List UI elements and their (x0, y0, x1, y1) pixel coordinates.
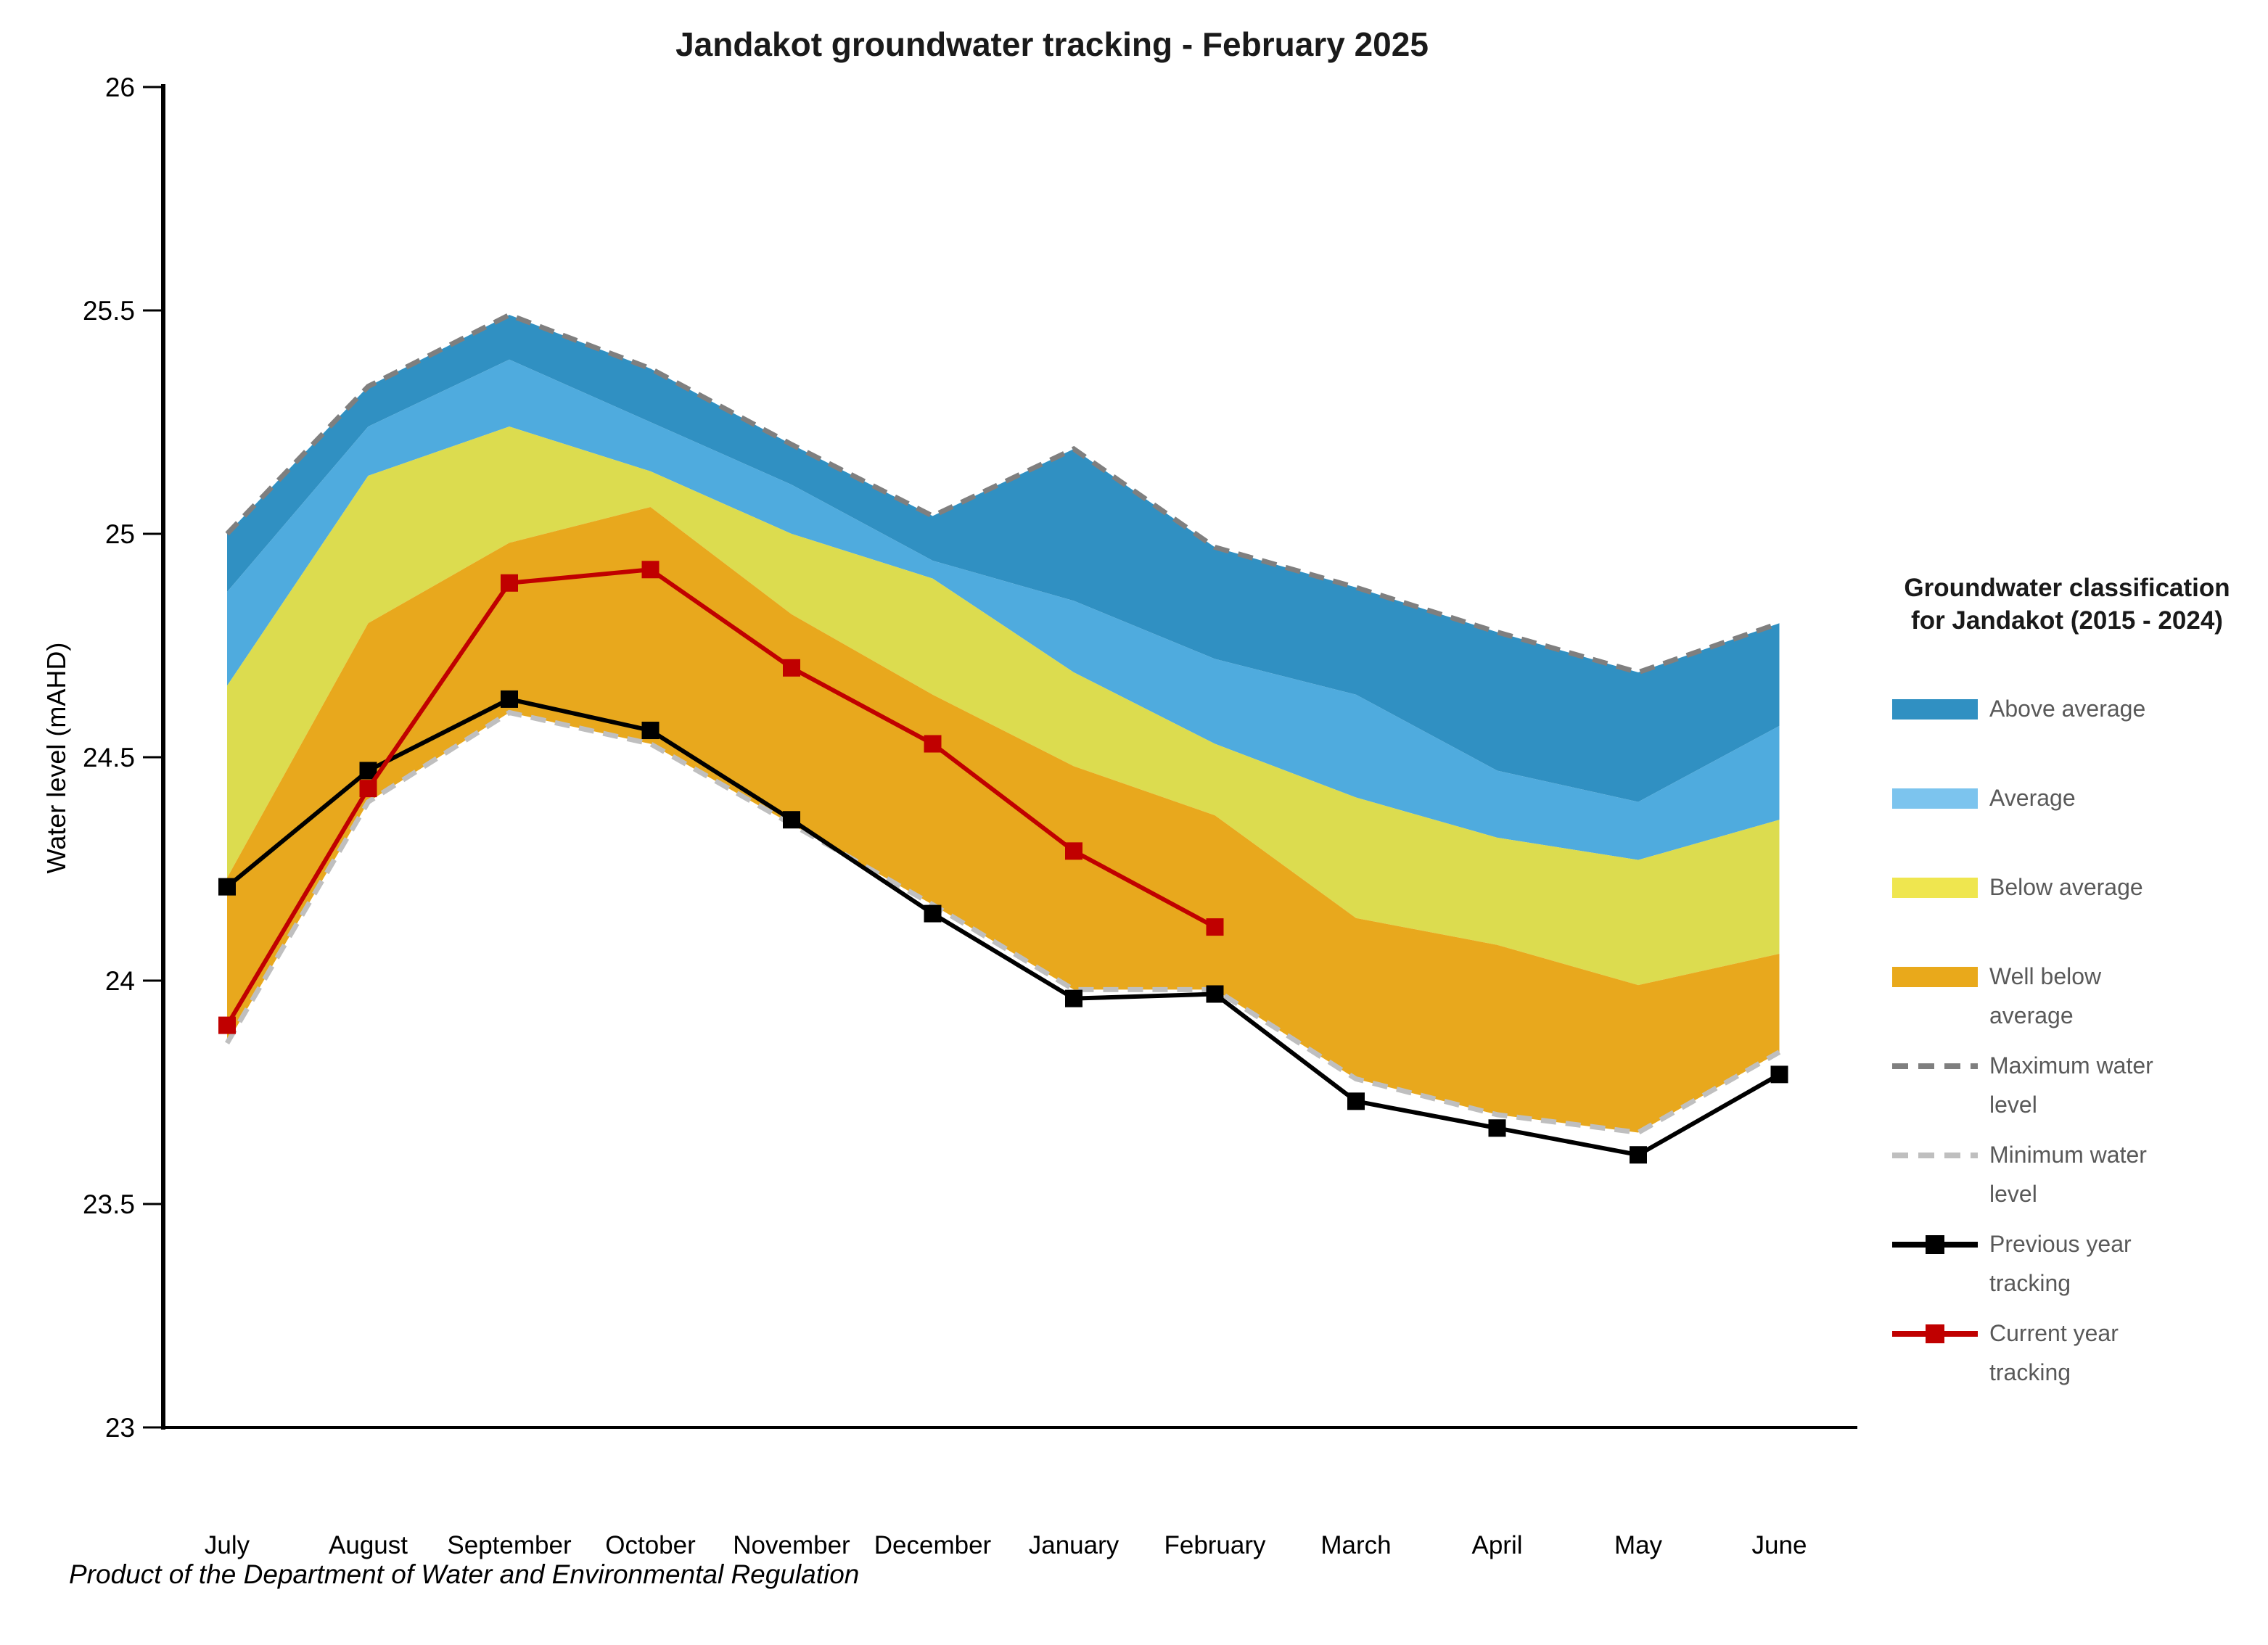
band-average (227, 359, 1780, 860)
legend-swatch-area (1892, 788, 1978, 809)
y-tick-label: 25.5 (83, 296, 135, 326)
marker-previous-year-tracking (783, 811, 800, 829)
swatch-marker (1926, 1324, 1944, 1343)
swatch-rect (1892, 788, 1978, 809)
marker-previous-year-tracking (1630, 1146, 1647, 1164)
classification-bands (227, 315, 1780, 1133)
x-tick-label-october: October (605, 1531, 696, 1559)
legend-item-list: Above average Average Below average Well be… (1866, 689, 2268, 1516)
y-tick-label: 24 (105, 966, 135, 996)
legend-swatch-area (1892, 699, 1978, 720)
legend-item-label: Previous year tracking (1989, 1231, 2132, 1296)
legend: Groundwater classification for Jandakot … (1866, 572, 2268, 1516)
marker-current-year-tracking (1065, 842, 1082, 860)
swatch-rect (1892, 967, 1978, 987)
marker-previous-year-tracking (1065, 989, 1082, 1007)
x-tick-label-july: July (205, 1531, 250, 1559)
line-minimum-water-level (224, 709, 1781, 1136)
marker-current-year-tracking (783, 659, 800, 677)
legend-item-previous-year-tracking: Previous year tracking (1892, 1224, 2171, 1303)
swatch-marker (1926, 1235, 1944, 1254)
marker-current-year-tracking (359, 780, 377, 798)
marker-current-year-tracking (218, 1016, 236, 1034)
legend-item-current-year-tracking: Current year tracking (1892, 1314, 2171, 1392)
marker-previous-year-tracking (1770, 1065, 1788, 1084)
marker-previous-year-tracking (1206, 985, 1224, 1003)
line-current-year-tracking (225, 567, 1216, 1027)
page-title: Jandakot groundwater tracking - February… (675, 25, 1429, 63)
x-tick-label-december: December (874, 1531, 992, 1559)
band-well-below-average (227, 507, 1780, 1133)
marker-current-year-tracking (924, 735, 942, 753)
y-tick-label: 26 (105, 73, 135, 102)
line-previous-year-tracking (226, 696, 1780, 1158)
legend-item-label: Current year tracking (1989, 1320, 2119, 1385)
swatch-rect (1892, 878, 1978, 898)
marker-previous-year-tracking (218, 878, 236, 896)
minmax-dashed-lines (224, 312, 1781, 1136)
legend-title-line1: Groundwater classification (1904, 574, 2230, 602)
legend-swatch-area (1892, 878, 1978, 898)
legend-item-above-average: Above average (1892, 689, 2171, 728)
tracking-lines (218, 561, 1788, 1164)
marker-previous-year-tracking (924, 904, 942, 923)
legend-swatch-line-marker (1892, 1235, 1978, 1254)
y-tick-label: 23 (105, 1413, 135, 1443)
y-tick-label: 23.5 (83, 1190, 135, 1219)
band-above-average (227, 315, 1780, 802)
marker-previous-year-tracking (501, 690, 518, 708)
legend-title-line2: for Jandakot (2015 - 2024) (1911, 606, 2223, 635)
legend-swatch-area (1892, 967, 1978, 987)
y-axis-title: Water level (mAHD) (41, 642, 71, 874)
x-tick-label-may: May (1614, 1531, 1663, 1559)
legend-item-well-below-average: Well below average (1892, 957, 2171, 1035)
marker-current-year-tracking (501, 574, 518, 592)
marker-previous-year-tracking (641, 722, 660, 740)
marker-previous-year-tracking (1488, 1119, 1506, 1137)
legend-item-label: Minimum water level (1989, 1142, 2147, 1207)
legend-item-minimum-water-level: Minimum water level (1892, 1135, 2171, 1213)
legend-item-maximum-water-level: Maximum water level (1892, 1046, 2171, 1124)
axes (143, 84, 1857, 1430)
x-tick-label-august: August (329, 1531, 408, 1559)
legend-swatch-line-marker (1892, 1324, 1978, 1343)
legend-item-label: Below average (1989, 874, 2143, 900)
x-tick-label-january: January (1029, 1531, 1119, 1559)
x-tick-label-march: March (1320, 1531, 1391, 1559)
swatch-rect (1892, 699, 1978, 720)
legend-item-label: Well below average (1989, 963, 2102, 1028)
legend-item-below-average: Below average (1892, 867, 2171, 907)
y-tick-label: 24.5 (83, 743, 135, 772)
axis-labels: 23 23.5 24 24.5 25 25.5 26 July August September O… (83, 73, 1807, 1559)
x-tick-label-september: September (447, 1531, 572, 1559)
y-tick-label: 25 (105, 519, 135, 549)
x-tick-label-february: February (1164, 1531, 1266, 1559)
footer-note: Product of the Department of Water and E… (69, 1559, 860, 1589)
marker-current-year-tracking (641, 561, 660, 579)
legend-swatch-dash (1892, 1063, 1978, 1069)
x-tick-label-november: November (733, 1531, 850, 1559)
marker-previous-year-tracking (1347, 1092, 1365, 1110)
legend-item-average: Average (1892, 778, 2171, 817)
legend-item-label: Maximum water level (1989, 1052, 2153, 1118)
legend-title: Groundwater classification for Jandakot … (1866, 572, 2268, 637)
band-below-average (227, 426, 1780, 986)
legend-item-label: Average (1989, 785, 2076, 811)
x-tick-label-april: April (1471, 1531, 1522, 1559)
x-tick-label-june: June (1752, 1531, 1807, 1559)
legend-swatch-dash (1892, 1153, 1978, 1158)
marker-current-year-tracking (1206, 918, 1224, 936)
legend-item-label: Above average (1989, 696, 2146, 722)
